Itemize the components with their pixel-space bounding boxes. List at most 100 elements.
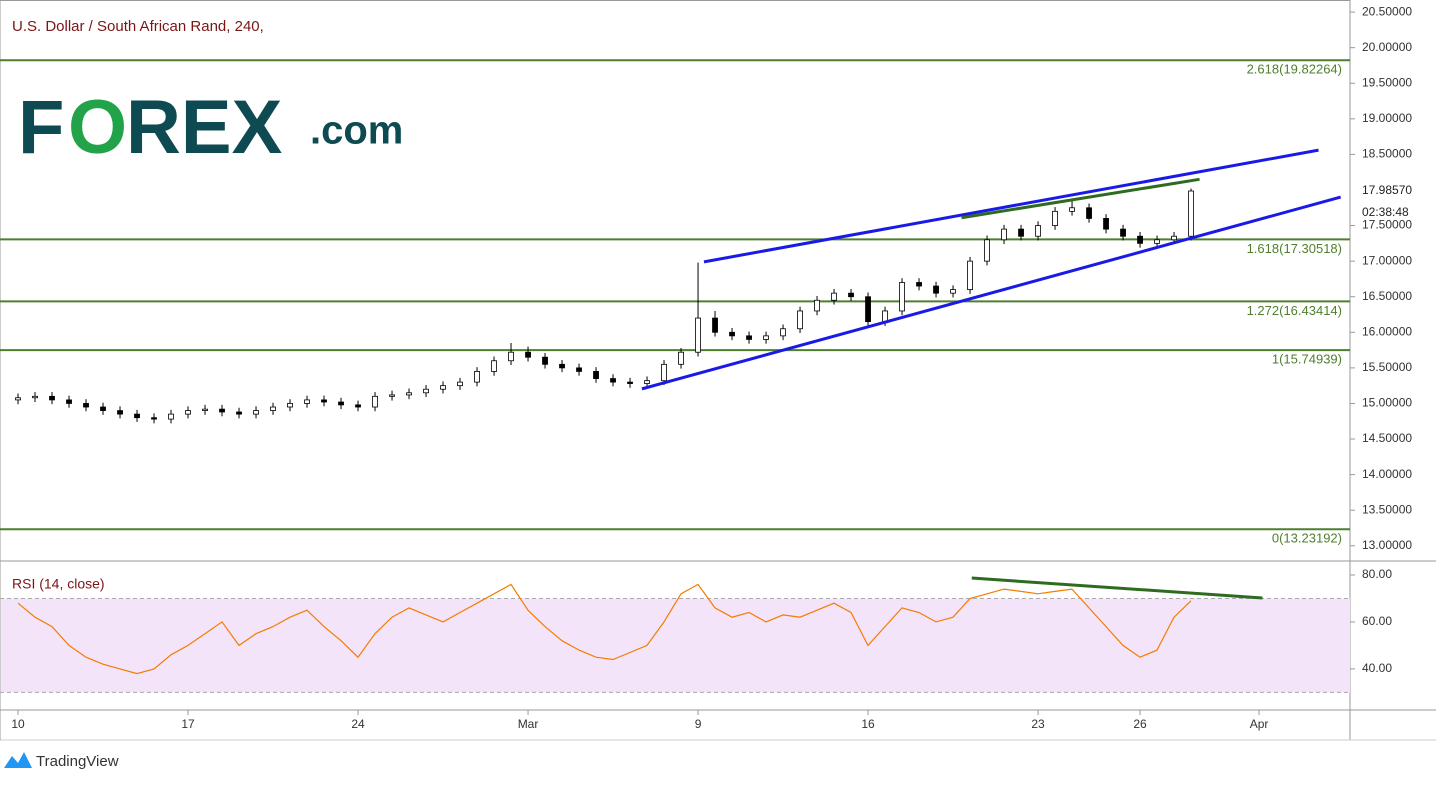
candle-body — [831, 292, 837, 301]
candle-body — [780, 328, 786, 337]
main-pane: 13.00000 13.50000 14.00000 14.50000 15.00000… — [0, 4, 1436, 552]
candle-body — [542, 356, 548, 365]
candle-body — [678, 351, 684, 365]
candle-body — [66, 399, 72, 404]
candle-body — [440, 385, 446, 390]
candle-body — [1001, 228, 1007, 241]
logo-o: O — [68, 85, 127, 170]
candle-body — [1086, 207, 1092, 219]
x-tick-label: 16 — [861, 717, 875, 731]
candle-body — [1137, 235, 1143, 244]
candle-body — [525, 351, 531, 358]
y-tick-label: 40.00 — [1362, 661, 1392, 675]
candle-body — [1188, 190, 1194, 237]
candle-body — [287, 403, 293, 408]
y-tick-label: 16.50000 — [1362, 289, 1412, 303]
rsi-title: RSI (14, close) — [12, 576, 105, 592]
y-tick-label: 13.50000 — [1362, 502, 1412, 516]
x-tick-label: 17 — [181, 717, 195, 731]
candle-body — [474, 371, 480, 383]
candle-body — [1154, 239, 1160, 244]
candle-body — [797, 310, 803, 330]
logo-f: F — [18, 85, 64, 170]
trendline — [703, 148, 1319, 264]
candle-body — [508, 351, 514, 362]
y-tick-label: 13.00000 — [1362, 538, 1412, 552]
candle-body — [865, 296, 871, 323]
candle-body — [338, 401, 344, 406]
y-tick-label: 15.50000 — [1362, 360, 1412, 374]
candle-body — [950, 289, 956, 294]
rsi-band — [1, 598, 1350, 693]
chart-title: U.S. Dollar / South African Rand, 240, — [12, 18, 264, 35]
rsi-pane: 40.00 60.00 80.00 — [0, 567, 1392, 693]
trendline — [971, 576, 1263, 600]
logo-suffix: .com — [310, 109, 403, 153]
x-tick-label: 9 — [695, 717, 702, 731]
last-price-label: 17.98570 — [1362, 183, 1412, 197]
candle-body — [559, 363, 565, 369]
candle-body — [848, 292, 854, 298]
candle-body — [372, 395, 378, 408]
candle-body — [1052, 210, 1058, 226]
fib-level-label: 1.618(17.30518) — [1247, 241, 1342, 256]
candle-body — [644, 380, 650, 384]
candle-body — [984, 239, 990, 262]
candle-body — [83, 403, 89, 408]
candle-body — [763, 335, 769, 340]
logo: F O REX .com — [18, 85, 403, 170]
x-tick-label: 24 — [351, 717, 365, 731]
candle-body — [185, 410, 191, 415]
candle-body — [219, 408, 225, 413]
candle-body — [15, 397, 21, 401]
y-tick-label: 19.00000 — [1362, 111, 1412, 125]
trendline — [961, 177, 1200, 220]
candle-body — [134, 413, 140, 419]
y-tick-label: 20.50000 — [1362, 4, 1412, 18]
countdown-label: 02:38:48 — [1362, 205, 1409, 219]
x-tick-label: Apr — [1250, 717, 1269, 731]
candle-body — [899, 282, 905, 312]
candle-body — [457, 381, 463, 387]
candle-body — [168, 413, 174, 420]
candle-body — [117, 410, 123, 415]
candle-body — [593, 371, 599, 379]
footer-text: TradingView — [36, 753, 119, 770]
y-tick-label: 60.00 — [1362, 614, 1392, 628]
candle-body — [406, 392, 412, 396]
fib-level-label: 0(13.23192) — [1272, 531, 1342, 546]
candle-body — [576, 367, 582, 372]
candle-body — [967, 260, 973, 291]
candle-body — [712, 317, 718, 333]
candle-body — [423, 388, 429, 394]
candle-body — [695, 317, 701, 353]
candle-body — [49, 395, 55, 401]
candle-body — [355, 404, 361, 408]
y-tick-label: 15.00000 — [1362, 396, 1412, 410]
candle-body — [1035, 225, 1041, 237]
y-tick-label: 16.00000 — [1362, 324, 1412, 338]
fib-level-label: 1.272(16.43414) — [1247, 303, 1342, 318]
candle-body — [627, 381, 633, 384]
candle-body — [270, 406, 276, 411]
candle-body — [933, 285, 939, 294]
candle-body — [321, 399, 327, 403]
candle-body — [491, 360, 497, 372]
candle-body — [610, 378, 616, 383]
y-tick-label: 14.00000 — [1362, 467, 1412, 481]
x-tick-label: 23 — [1031, 717, 1045, 731]
last-price-box — [1351, 181, 1436, 220]
candle-body — [236, 411, 242, 415]
fib-level-label: 2.618(19.82264) — [1247, 62, 1342, 77]
candle-body — [1018, 228, 1024, 237]
candle-body — [746, 335, 752, 340]
y-tick-label: 20.00000 — [1362, 40, 1412, 54]
x-tick-label: 26 — [1133, 717, 1147, 731]
candle-body — [661, 363, 667, 382]
trendline — [641, 195, 1342, 391]
x-tick-label: Mar — [518, 717, 539, 731]
candle-body — [1171, 235, 1177, 241]
candle-body — [882, 310, 888, 323]
footer-logo: TradingView — [4, 752, 119, 770]
